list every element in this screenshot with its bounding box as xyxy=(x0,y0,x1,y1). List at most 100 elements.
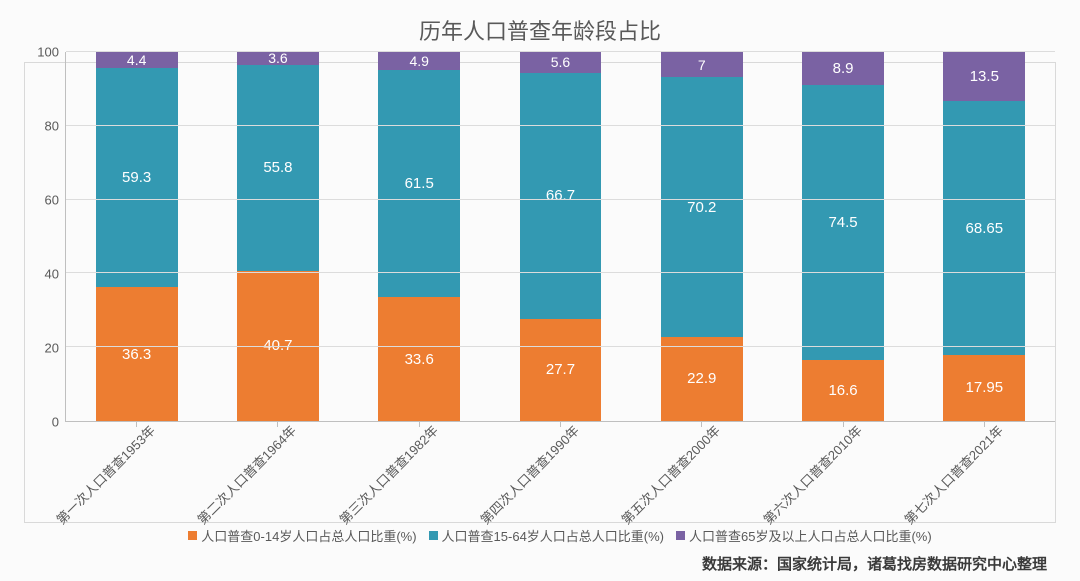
bar-slot: 36.3 59.3 4.4 xyxy=(66,52,207,421)
plot: 36.359.34.440.755.83.633.661.54.927.766.… xyxy=(65,52,1055,422)
bar-value-label: 13.5 xyxy=(970,68,999,85)
bar-slot: 33.6 61.5 4.9 xyxy=(349,52,490,421)
bar-value-label: 33.6 xyxy=(405,351,434,368)
y-axis: 020406080100 xyxy=(25,52,65,422)
x-slot: 第五次人口普查2000年 xyxy=(631,422,772,522)
bar-slot: 27.7 66.7 5.6 xyxy=(490,52,631,421)
y-tick-label: 80 xyxy=(45,119,59,134)
stacked-bar: 33.6 61.5 4.9 xyxy=(378,52,460,421)
stacked-bar: 16.6 74.5 8.9 xyxy=(802,52,884,421)
bar-segment: 70.2 xyxy=(661,77,743,336)
legend-item: 人口普查15-64岁人口占总人口比重(%) xyxy=(429,526,664,545)
y-tick-label: 0 xyxy=(52,415,59,430)
bar-segment: 4.4 xyxy=(96,52,178,68)
x-slot: 第七次人口普查2021年 xyxy=(914,422,1055,522)
grid-line xyxy=(66,346,1055,347)
x-tick-label: 第六次人口普查2010年 xyxy=(758,421,865,528)
x-slot: 第三次人口普查1982年 xyxy=(348,422,489,522)
x-slot: 第一次人口普查1953年 xyxy=(65,422,206,522)
bar-value-label: 8.9 xyxy=(833,60,854,77)
bar-segment: 4.9 xyxy=(378,52,460,70)
x-tick-mark xyxy=(701,421,702,427)
bar-value-label: 70.2 xyxy=(687,199,716,216)
bar-value-label: 36.3 xyxy=(122,346,151,363)
bar-value-label: 61.5 xyxy=(405,175,434,192)
grid-line xyxy=(66,125,1055,126)
bar-segment: 3.6 xyxy=(237,52,319,65)
y-tick-label: 40 xyxy=(45,267,59,282)
plot-area: 020406080100 36.359.34.440.755.83.633.66… xyxy=(25,52,1055,422)
bar-segment: 16.6 xyxy=(802,360,884,421)
bar-value-label: 16.6 xyxy=(828,382,857,399)
stacked-bar: 27.7 66.7 5.6 xyxy=(520,52,602,421)
legend-swatch xyxy=(188,531,197,540)
bar-segment: 74.5 xyxy=(802,85,884,360)
legend: 人口普查0-14岁人口占总人口比重(%) 人口普查15-64岁人口占总人口比重(%… xyxy=(65,522,1055,547)
bar-segment: 27.7 xyxy=(520,319,602,421)
bar-segment: 7 xyxy=(661,52,743,78)
x-tick-mark xyxy=(419,421,420,427)
bar-value-label: 22.9 xyxy=(687,370,716,387)
bar-segment: 68.65 xyxy=(943,101,1025,354)
bar-value-label: 55.8 xyxy=(263,159,292,176)
bar-segment: 5.6 xyxy=(520,52,602,73)
x-tick-label: 第七次人口普查2021年 xyxy=(900,421,1007,528)
legend-item: 人口普查65岁及以上人口占总人口比重(%) xyxy=(676,526,932,545)
x-tick-label: 第三次人口普查1982年 xyxy=(334,421,441,528)
stacked-bar: 40.755.83.6 xyxy=(237,52,319,421)
bar-segment: 17.95 xyxy=(943,355,1025,421)
x-slot: 第二次人口普查1964年 xyxy=(206,422,347,522)
x-tick-label: 第一次人口普查1953年 xyxy=(51,421,158,528)
grid-line xyxy=(66,51,1055,52)
bar-segment: 22.9 xyxy=(661,337,743,421)
bar-segment: 13.5 xyxy=(943,52,1025,102)
bar-value-label: 17.95 xyxy=(966,379,1004,396)
bars-group: 36.359.34.440.755.83.633.661.54.927.766.… xyxy=(66,52,1055,421)
bar-value-label: 66.7 xyxy=(546,187,575,204)
stacked-bar: 22.9 70.2 7 xyxy=(661,52,743,421)
bar-slot: 22.9 70.2 7 xyxy=(631,52,772,421)
y-tick-label: 20 xyxy=(45,341,59,356)
x-tick-mark xyxy=(984,421,985,427)
x-tick-mark xyxy=(560,421,561,427)
data-source: 数据来源：国家统计局，诸葛找房数据研究中心整理 xyxy=(25,547,1055,574)
x-tick-mark xyxy=(136,421,137,427)
bar-value-label: 59.3 xyxy=(122,169,151,186)
bar-value-label: 27.7 xyxy=(546,361,575,378)
x-slot: 第四次人口普查1990年 xyxy=(489,422,630,522)
grid-line xyxy=(66,272,1055,273)
chart-container: 历年人口普查年龄段占比 020406080100 36.359.34.440.7… xyxy=(0,0,1080,581)
bar-segment: 61.5 xyxy=(378,70,460,297)
bar-value-label: 4.4 xyxy=(127,52,146,68)
bar-value-label: 3.6 xyxy=(268,50,287,66)
legend-label: 人口普查65岁及以上人口占总人口比重(%) xyxy=(689,526,932,545)
bar-value-label: 74.5 xyxy=(828,214,857,231)
y-tick-label: 60 xyxy=(45,193,59,208)
stacked-bar: 17.95 68.65 13.5 xyxy=(943,52,1025,421)
x-tick-mark xyxy=(843,421,844,427)
legend-swatch xyxy=(429,531,438,540)
legend-item: 人口普查0-14岁人口占总人口比重(%) xyxy=(188,526,416,545)
bar-segment: 33.6 xyxy=(378,297,460,421)
stacked-bar: 36.3 59.3 4.4 xyxy=(96,52,178,421)
bar-value-label: 68.65 xyxy=(966,220,1004,237)
x-tick-label: 第五次人口普查2000年 xyxy=(617,421,724,528)
x-tick-mark xyxy=(277,421,278,427)
bar-value-label: 5.6 xyxy=(551,54,570,70)
bar-slot: 16.6 74.5 8.9 xyxy=(772,52,913,421)
legend-swatch xyxy=(676,531,685,540)
x-tick-label: 第二次人口普查1964年 xyxy=(193,421,300,528)
bar-segment: 8.9 xyxy=(802,52,884,85)
legend-label: 人口普查15-64岁人口占总人口比重(%) xyxy=(442,526,664,545)
legend-label: 人口普查0-14岁人口占总人口比重(%) xyxy=(201,526,416,545)
bar-slot: 17.95 68.65 13.5 xyxy=(914,52,1055,421)
chart-title: 历年人口普查年龄段占比 xyxy=(25,6,1055,52)
bar-value-label: 7 xyxy=(698,57,706,73)
x-slot: 第六次人口普查2010年 xyxy=(772,422,913,522)
grid-line xyxy=(66,199,1055,200)
x-tick-label: 第四次人口普查1990年 xyxy=(475,421,582,528)
bar-segment: 36.3 xyxy=(96,287,178,421)
bar-segment: 59.3 xyxy=(96,68,178,287)
bar-segment: 66.7 xyxy=(520,73,602,319)
x-axis: 第一次人口普查1953年第二次人口普查1964年第三次人口普查1982年第四次人… xyxy=(65,422,1055,522)
